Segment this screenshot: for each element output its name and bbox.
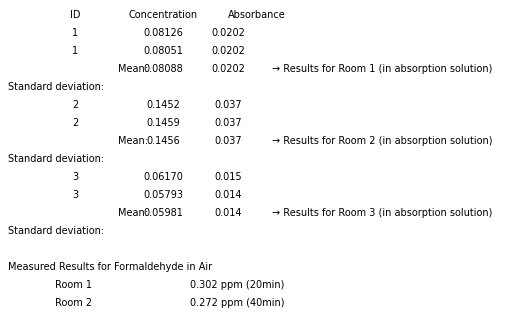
Text: Concentration: Concentration <box>128 10 197 20</box>
Text: 0.08051: 0.08051 <box>143 46 183 56</box>
Text: Standard deviation:: Standard deviation: <box>8 82 104 92</box>
Text: 0.1456: 0.1456 <box>146 136 180 146</box>
Text: 0.0202: 0.0202 <box>211 46 244 56</box>
Text: Room 2: Room 2 <box>55 298 92 308</box>
Text: 1: 1 <box>72 28 78 38</box>
Text: Mean:: Mean: <box>118 208 148 218</box>
Text: Standard deviation:: Standard deviation: <box>8 226 104 236</box>
Text: → Results for Room 2 (in absorption solution): → Results for Room 2 (in absorption solu… <box>271 136 492 146</box>
Text: 0.05793: 0.05793 <box>143 190 183 200</box>
Text: → Results for Room 3 (in absorption solution): → Results for Room 3 (in absorption solu… <box>271 208 491 218</box>
Text: 1: 1 <box>72 46 78 56</box>
Text: 0.037: 0.037 <box>214 100 241 110</box>
Text: Absorbance: Absorbance <box>228 10 285 20</box>
Text: 0.1452: 0.1452 <box>146 100 180 110</box>
Text: ID: ID <box>70 10 80 20</box>
Text: 0.037: 0.037 <box>214 136 241 146</box>
Text: 0.1459: 0.1459 <box>146 118 180 128</box>
Text: 0.037: 0.037 <box>214 118 241 128</box>
Text: 0.08126: 0.08126 <box>143 28 183 38</box>
Text: 0.014: 0.014 <box>214 190 241 200</box>
Text: 0.015: 0.015 <box>214 172 241 182</box>
Text: 0.014: 0.014 <box>214 208 241 218</box>
Text: Mean:: Mean: <box>118 64 148 74</box>
Text: 3: 3 <box>72 190 78 200</box>
Text: 2: 2 <box>72 118 78 128</box>
Text: Standard deviation:: Standard deviation: <box>8 154 104 164</box>
Text: 3: 3 <box>72 172 78 182</box>
Text: 0.05981: 0.05981 <box>143 208 183 218</box>
Text: Mean:: Mean: <box>118 136 148 146</box>
Text: 0.08088: 0.08088 <box>143 64 183 74</box>
Text: Room 1: Room 1 <box>55 280 92 290</box>
Text: Measured Results for Formaldehyde in Air: Measured Results for Formaldehyde in Air <box>8 262 212 272</box>
Text: 0.0202: 0.0202 <box>211 28 244 38</box>
Text: 0.06170: 0.06170 <box>143 172 183 182</box>
Text: → Results for Room 1 (in absorption solution): → Results for Room 1 (in absorption solu… <box>271 64 491 74</box>
Text: 2: 2 <box>72 100 78 110</box>
Text: 0.0202: 0.0202 <box>211 64 244 74</box>
Text: 0.302 ppm (20min): 0.302 ppm (20min) <box>190 280 284 290</box>
Text: 0.272 ppm (40min): 0.272 ppm (40min) <box>190 298 284 308</box>
